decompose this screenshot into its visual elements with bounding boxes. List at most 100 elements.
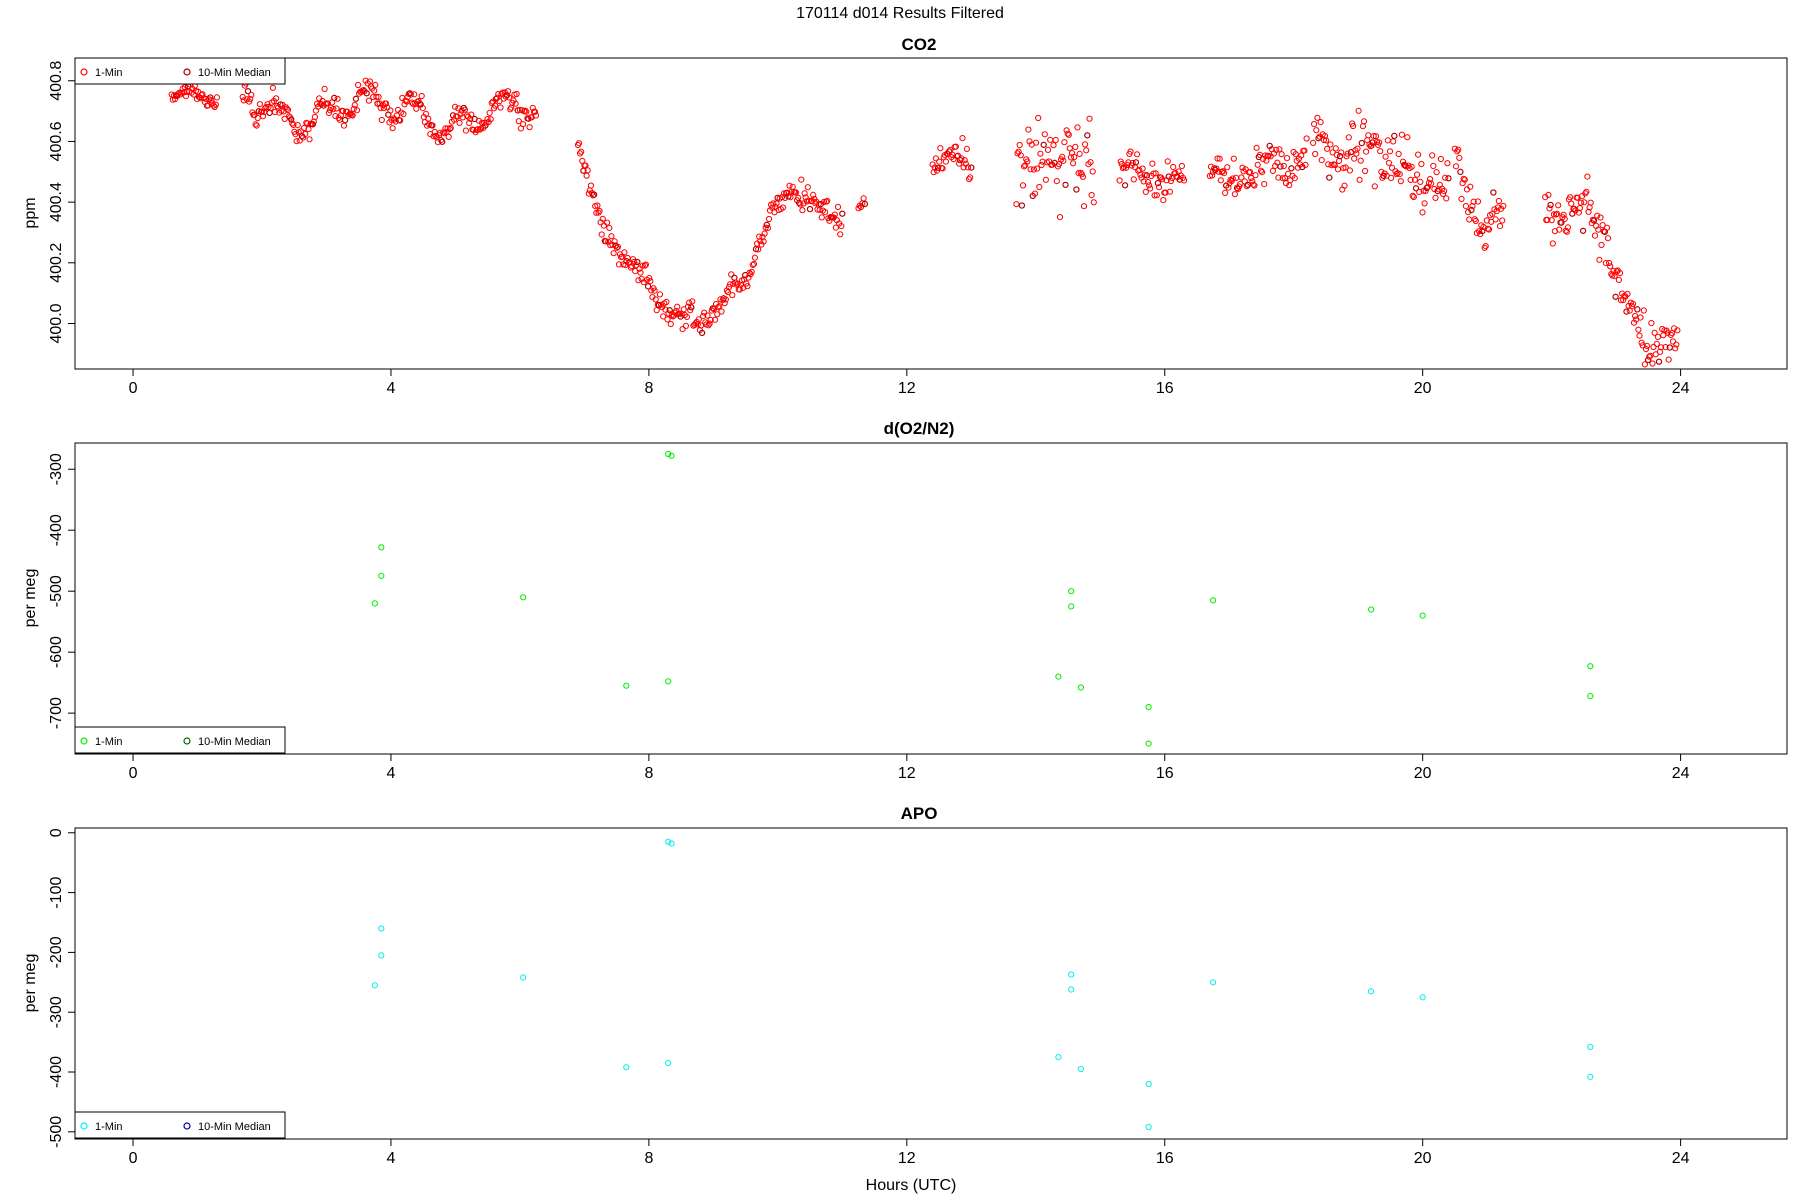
data-point-1min (583, 172, 590, 179)
data-point-1min (1303, 135, 1310, 142)
data-point-1min (1596, 256, 1603, 263)
panel-co2-points (168, 77, 1681, 368)
data-point-median (1277, 163, 1284, 170)
data-point-1min (508, 104, 515, 111)
data-point-outlier (1587, 1073, 1594, 1080)
data-point-1min (653, 307, 660, 314)
data-point-1min (513, 90, 520, 98)
data-point-1min (365, 97, 372, 104)
data-point-1min (787, 194, 794, 201)
data-point-outlier (1068, 588, 1075, 595)
data-point-1min (1414, 171, 1421, 178)
data-point-1min (397, 117, 404, 124)
data-point-1min (1302, 161, 1309, 168)
data-point-1min (633, 262, 640, 269)
data-point-1min (1274, 159, 1281, 166)
data-point-1min (1472, 217, 1479, 225)
data-point-1min (1370, 133, 1377, 140)
data-point-1min (273, 95, 280, 102)
data-point-1min (436, 129, 444, 136)
data-point-1min (797, 201, 804, 208)
data-point-1min (1646, 353, 1653, 360)
data-point-1min (532, 112, 540, 119)
data-point-1min (602, 238, 610, 245)
data-point-1min (462, 127, 469, 134)
data-point-outlier (520, 594, 527, 601)
legend-1min-label: 1-Min (95, 736, 123, 748)
data-point-1min (639, 262, 646, 269)
data-point-1min (497, 104, 504, 111)
data-point-median (1369, 139, 1376, 146)
data-point-1min (504, 88, 512, 95)
data-point-1min (679, 326, 686, 333)
data-point-1min (531, 108, 539, 115)
data-point-1min (1548, 217, 1555, 224)
x-tick-label: 0 (129, 765, 138, 782)
data-point-1min (1076, 150, 1083, 157)
data-point-1min (1253, 144, 1260, 151)
data-point-1min (1074, 124, 1081, 131)
data-point-1min (1079, 173, 1087, 180)
data-point-1min (1616, 269, 1624, 277)
data-point-median (1612, 293, 1619, 300)
data-point-1min (1140, 178, 1147, 185)
data-point-median (374, 100, 381, 107)
data-point-1min (936, 158, 943, 165)
data-point-1min (958, 155, 965, 162)
data-point-1min (1232, 174, 1240, 181)
data-point-median (1132, 159, 1140, 166)
data-point-1min (350, 105, 357, 113)
data-point-1min (1658, 344, 1665, 351)
data-point-1min (1662, 344, 1669, 351)
data-point-1min (1409, 192, 1416, 199)
data-point-median (1423, 184, 1430, 191)
data-point-outlier (1145, 703, 1152, 711)
data-point-median (634, 258, 641, 266)
data-point-1min (248, 91, 255, 98)
data-point-1min (714, 311, 721, 318)
data-point-1min (689, 298, 696, 305)
data-point-1min (815, 201, 822, 208)
x-axis-label: Hours (UTC) (866, 1177, 957, 1194)
panel-do2n2-plot-area (74, 442, 1788, 755)
data-point-1min (656, 291, 664, 298)
data-point-1min (1341, 182, 1348, 189)
data-point-1min (967, 174, 974, 181)
data-point-1min (1318, 157, 1325, 164)
data-point-1min (1591, 232, 1599, 239)
data-point-median (666, 307, 673, 314)
data-point-1min (1567, 194, 1574, 201)
data-point-1min (252, 121, 259, 128)
data-point-1min (749, 261, 756, 268)
data-point-1min (351, 102, 358, 109)
data-point-1min (1386, 148, 1394, 155)
data-point-1min (606, 224, 613, 231)
data-point-1min (1437, 155, 1445, 163)
data-point-median (1326, 174, 1333, 181)
data-point-1min (942, 158, 950, 165)
data-point-1min (1149, 160, 1156, 167)
data-point-1min (1674, 327, 1681, 334)
data-point-1min (1642, 345, 1650, 353)
data-point-1min (182, 93, 190, 100)
data-point-1min (760, 238, 767, 245)
data-point-1min (1382, 153, 1389, 160)
data-point-1min (792, 189, 800, 196)
data-point-median (266, 109, 273, 117)
data-point-1min (1482, 243, 1489, 250)
panel-co2-y-axis: 400.0 400.2 400.4 400.6 400.8 (48, 61, 75, 344)
data-point-1min (372, 81, 379, 89)
data-point-1min (523, 108, 530, 115)
data-point-1min (1545, 191, 1552, 198)
data-point-1min (751, 254, 759, 261)
data-point-1min (593, 209, 600, 216)
data-point-1min (311, 113, 318, 121)
data-point-1min (1025, 126, 1032, 133)
data-point-outlier (1068, 986, 1075, 993)
data-point-1min (816, 206, 823, 213)
data-point-1min (1395, 150, 1402, 158)
data-point-1min (446, 125, 453, 133)
data-point-median (1073, 186, 1080, 193)
data-point-1min (475, 117, 482, 124)
data-point-1min (652, 296, 659, 303)
